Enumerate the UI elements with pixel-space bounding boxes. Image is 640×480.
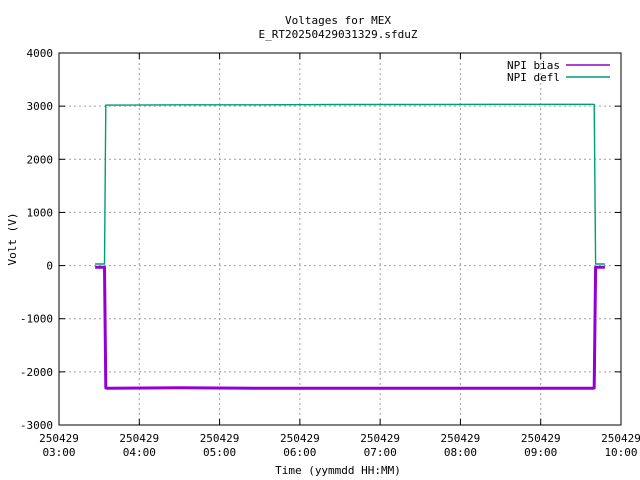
plot-border	[58, 52, 622, 426]
y-tick-label: 0	[46, 260, 53, 273]
x-tick-date: 250429	[601, 432, 640, 445]
x-tick-date: 250429	[441, 432, 481, 445]
y-tick-label: 1000	[27, 206, 54, 219]
x-tick-time: 10:00	[604, 446, 637, 459]
y-tick-label: 3000	[27, 100, 54, 113]
x-axis: 25042903:0025042904:0025042905:002504290…	[39, 53, 640, 459]
y-axis: -3000 -2000 -1000 0 1000 2000 3000 4000	[20, 47, 621, 432]
series-line-npi-defl	[95, 103, 605, 265]
series-line-npi-bias	[95, 265, 605, 390]
x-tick-date: 250429	[360, 432, 400, 445]
y-tick-label: 4000	[27, 47, 54, 60]
x-axis-label: Time (yymmdd HH:MM)	[275, 464, 401, 477]
x-tick-time: 08:00	[444, 446, 477, 459]
legend-label: NPI bias	[507, 59, 560, 72]
series-layer	[95, 103, 605, 390]
chart-title: Voltages for MEX	[285, 14, 391, 27]
x-tick-time: 05:00	[203, 446, 236, 459]
x-tick-date: 250429	[521, 432, 561, 445]
y-tick-label: 2000	[27, 153, 54, 166]
grid-lines	[59, 53, 621, 425]
x-tick-date: 250429	[119, 432, 159, 445]
x-tick-date: 250429	[39, 432, 79, 445]
x-tick-time: 06:00	[283, 446, 316, 459]
chart-subtitle: E_RT20250429031329.sfduZ	[259, 28, 418, 41]
y-tick-label: -2000	[20, 366, 53, 379]
x-tick-time: 03:00	[42, 446, 75, 459]
y-axis-label: Volt (V)	[6, 213, 19, 266]
x-tick-date: 250429	[280, 432, 320, 445]
x-tick-time: 07:00	[364, 446, 397, 459]
x-tick-time: 09:00	[524, 446, 557, 459]
legend-label: NPI defl	[507, 71, 560, 84]
x-tick-time: 04:00	[123, 446, 156, 459]
x-tick-date: 250429	[200, 432, 240, 445]
y-tick-label: -1000	[20, 313, 53, 326]
y-tick-label: -3000	[20, 419, 53, 432]
